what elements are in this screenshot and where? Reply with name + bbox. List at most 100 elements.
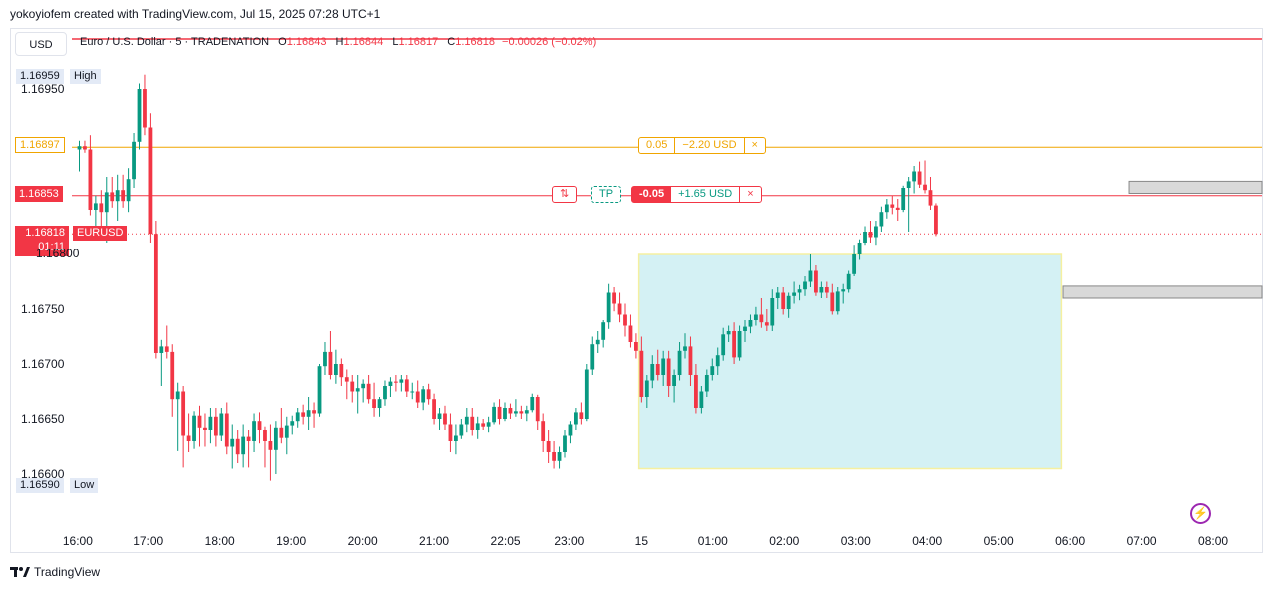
candle-body[interactable] [754,314,758,321]
candle-body[interactable] [508,408,513,414]
candle-body[interactable] [290,421,295,426]
candle-body[interactable] [230,438,235,447]
candle-body[interactable] [279,427,284,438]
candle-body[interactable] [410,391,415,393]
candle-body[interactable] [170,351,175,400]
candle-body[interactable] [453,435,458,442]
candle-body[interactable] [317,366,322,414]
resistance-zone[interactable] [1128,180,1263,194]
candle-body[interactable] [273,427,278,450]
candle-body[interactable] [115,190,120,202]
candle-body[interactable] [514,411,518,414]
candle-body[interactable] [874,226,878,238]
candle-body[interactable] [568,424,573,436]
candle-body[interactable] [421,389,426,403]
candle-body[interactable] [486,422,491,427]
candle-body[interactable] [824,287,829,293]
candle-body[interactable] [208,416,213,430]
candle-body[interactable] [306,410,311,417]
tp-tag[interactable]: TP [591,186,622,203]
candle-body[interactable] [312,410,316,414]
currency-selector[interactable]: USD [15,32,67,56]
candle-body[interactable] [884,204,889,213]
candle-body[interactable] [846,273,851,290]
candle-body[interactable] [606,292,611,323]
candle-body[interactable] [879,212,884,227]
candle-body[interactable] [868,232,873,238]
candle-body[interactable] [388,381,393,386]
candle-body[interactable] [726,331,731,335]
lightning-icon[interactable]: ⚡ [1190,503,1211,524]
candle-body[interactable] [77,146,82,150]
candle-body[interactable] [557,452,562,461]
candle-body[interactable] [786,295,791,309]
candle-body[interactable] [901,188,906,210]
candle-body[interactable] [672,375,676,386]
candle-body[interactable] [459,424,464,436]
candle-body[interactable] [683,346,687,351]
tp-close-icon[interactable]: × [747,188,754,200]
candle-body[interactable] [863,232,867,243]
candle-body[interactable] [535,397,540,422]
candle-body[interactable] [181,391,186,436]
candle-body[interactable] [737,331,742,358]
candle-body[interactable] [475,423,480,430]
candle-body[interactable] [497,406,502,419]
candle-body[interactable] [339,364,344,378]
candle-body[interactable] [748,320,753,327]
candle-body[interactable] [355,388,360,392]
candle-body[interactable] [246,436,251,441]
candle-body[interactable] [263,430,267,441]
candle-body[interactable] [710,366,715,375]
candle-body[interactable] [584,369,589,420]
candle-body[interactable] [464,416,469,425]
candle-body[interactable] [617,303,622,315]
candle-body[interactable] [590,344,595,370]
entry-order-box[interactable]: 0.05 −2.20 USD × [638,137,766,154]
candle-body[interactable] [644,380,649,398]
candle-body[interactable] [595,339,600,345]
candle-body[interactable] [383,386,387,400]
candle-body[interactable] [333,364,338,375]
candle-body[interactable] [661,358,666,376]
candle-body[interactable] [323,351,327,367]
candle-body[interactable] [470,416,475,430]
candle-body[interactable] [841,289,846,292]
candle-body[interactable] [295,412,300,422]
candle-body[interactable] [83,146,87,150]
candle-body[interactable] [159,346,164,353]
candle-body[interactable] [579,412,584,419]
candle-body[interactable] [552,452,556,461]
candle-body[interactable] [803,281,807,290]
candle-body[interactable] [328,351,333,375]
candle-body[interactable] [699,391,704,409]
candle-body[interactable] [219,413,224,436]
candle-body[interactable] [721,334,726,356]
candle-body[interactable] [792,292,797,296]
candle-body[interactable] [666,358,671,387]
candle-body[interactable] [235,438,240,455]
tradingview-logo[interactable]: TradingView [10,565,100,579]
candle-body[interactable] [99,203,104,213]
candle-body[interactable] [835,291,840,312]
candle-body[interactable] [224,413,229,447]
candle-body[interactable] [546,441,551,452]
candle-body[interactable] [928,190,933,206]
candle-body[interactable] [639,350,644,397]
candle-body[interactable] [934,205,938,235]
candle-body[interactable] [814,270,818,293]
candle-body[interactable] [88,149,93,211]
entry-close-icon[interactable]: × [751,139,758,151]
candle-body[interactable] [563,435,567,453]
candle-body[interactable] [192,415,196,441]
candle-body[interactable] [372,399,376,408]
candle-body[interactable] [361,383,366,389]
reverse-icon[interactable]: ⇅ [560,188,570,200]
candle-body[interactable] [781,292,786,310]
candle-body[interactable] [93,203,98,210]
tp-order-box[interactable]: -0.05 +1.65 USD × [631,186,762,203]
candle-body[interactable] [164,346,169,352]
candle-body[interactable] [213,416,218,436]
candle-body[interactable] [399,379,404,383]
candle-body[interactable] [715,355,720,367]
